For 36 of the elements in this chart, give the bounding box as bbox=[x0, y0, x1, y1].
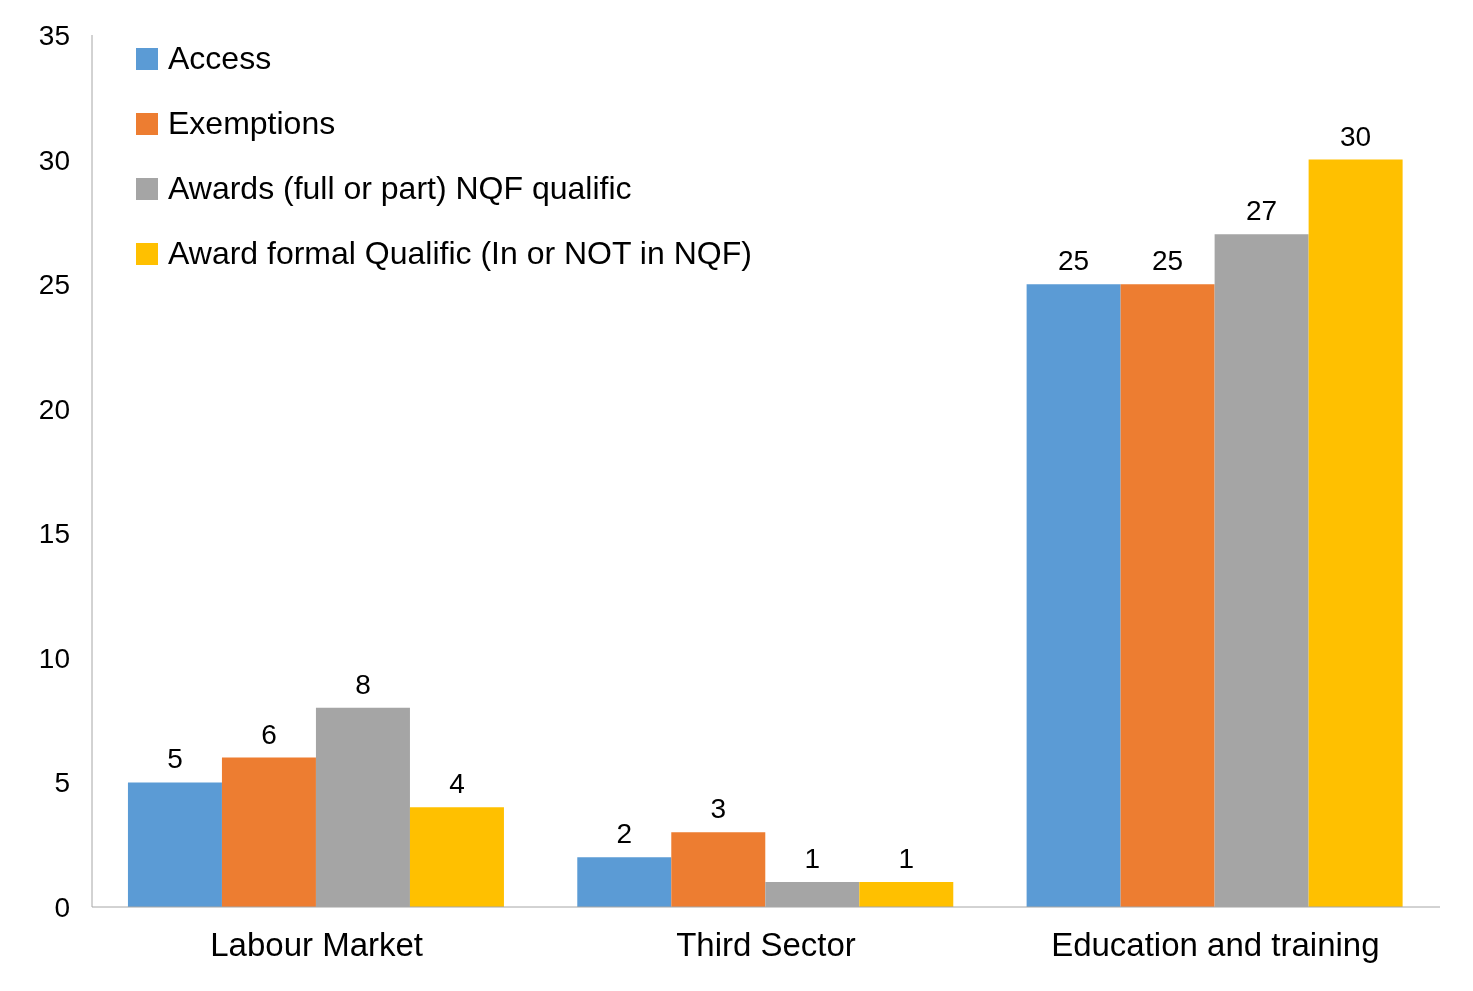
data-label: 27 bbox=[1246, 195, 1278, 227]
bar bbox=[1308, 159, 1403, 907]
bar bbox=[127, 782, 222, 907]
bar bbox=[577, 857, 672, 907]
data-label: 1 bbox=[898, 843, 915, 875]
legend-label: Award formal Qualific (In or NOT in NQF) bbox=[168, 234, 752, 273]
x-tick-label: Labour Market bbox=[210, 926, 424, 964]
bar bbox=[221, 757, 316, 907]
y-tick-label: 10 bbox=[38, 642, 70, 674]
data-label: 2 bbox=[616, 818, 633, 850]
bar bbox=[1120, 284, 1215, 907]
legend-label: Access bbox=[168, 39, 272, 78]
legend-label: Awards (full or part) NQF qualific bbox=[168, 169, 632, 208]
bar bbox=[671, 832, 766, 907]
data-label: 25 bbox=[1058, 245, 1090, 277]
data-label: 6 bbox=[261, 718, 277, 750]
data-label: 30 bbox=[1340, 120, 1372, 152]
data-label: 25 bbox=[1152, 245, 1184, 277]
data-label: 5 bbox=[167, 743, 183, 775]
data-label: 4 bbox=[449, 768, 465, 800]
x-tick-label: Education and training bbox=[1051, 926, 1380, 964]
legend-label: Exemptions bbox=[168, 104, 336, 143]
bar bbox=[1026, 284, 1121, 907]
y-tick-label: 0 bbox=[54, 891, 70, 923]
bar bbox=[409, 807, 504, 907]
data-label: 1 bbox=[804, 843, 821, 875]
x-tick-label: Third Sector bbox=[676, 926, 856, 964]
y-tick-label: 15 bbox=[38, 518, 70, 550]
y-tick-label: 30 bbox=[38, 144, 70, 176]
y-tick-label: 20 bbox=[38, 393, 70, 425]
data-label: 8 bbox=[355, 668, 371, 700]
y-tick-label: 25 bbox=[38, 269, 70, 301]
y-tick-label: 35 bbox=[38, 19, 70, 51]
y-tick-label: 5 bbox=[54, 767, 70, 799]
bar bbox=[859, 882, 954, 907]
data-label: 3 bbox=[710, 793, 727, 825]
